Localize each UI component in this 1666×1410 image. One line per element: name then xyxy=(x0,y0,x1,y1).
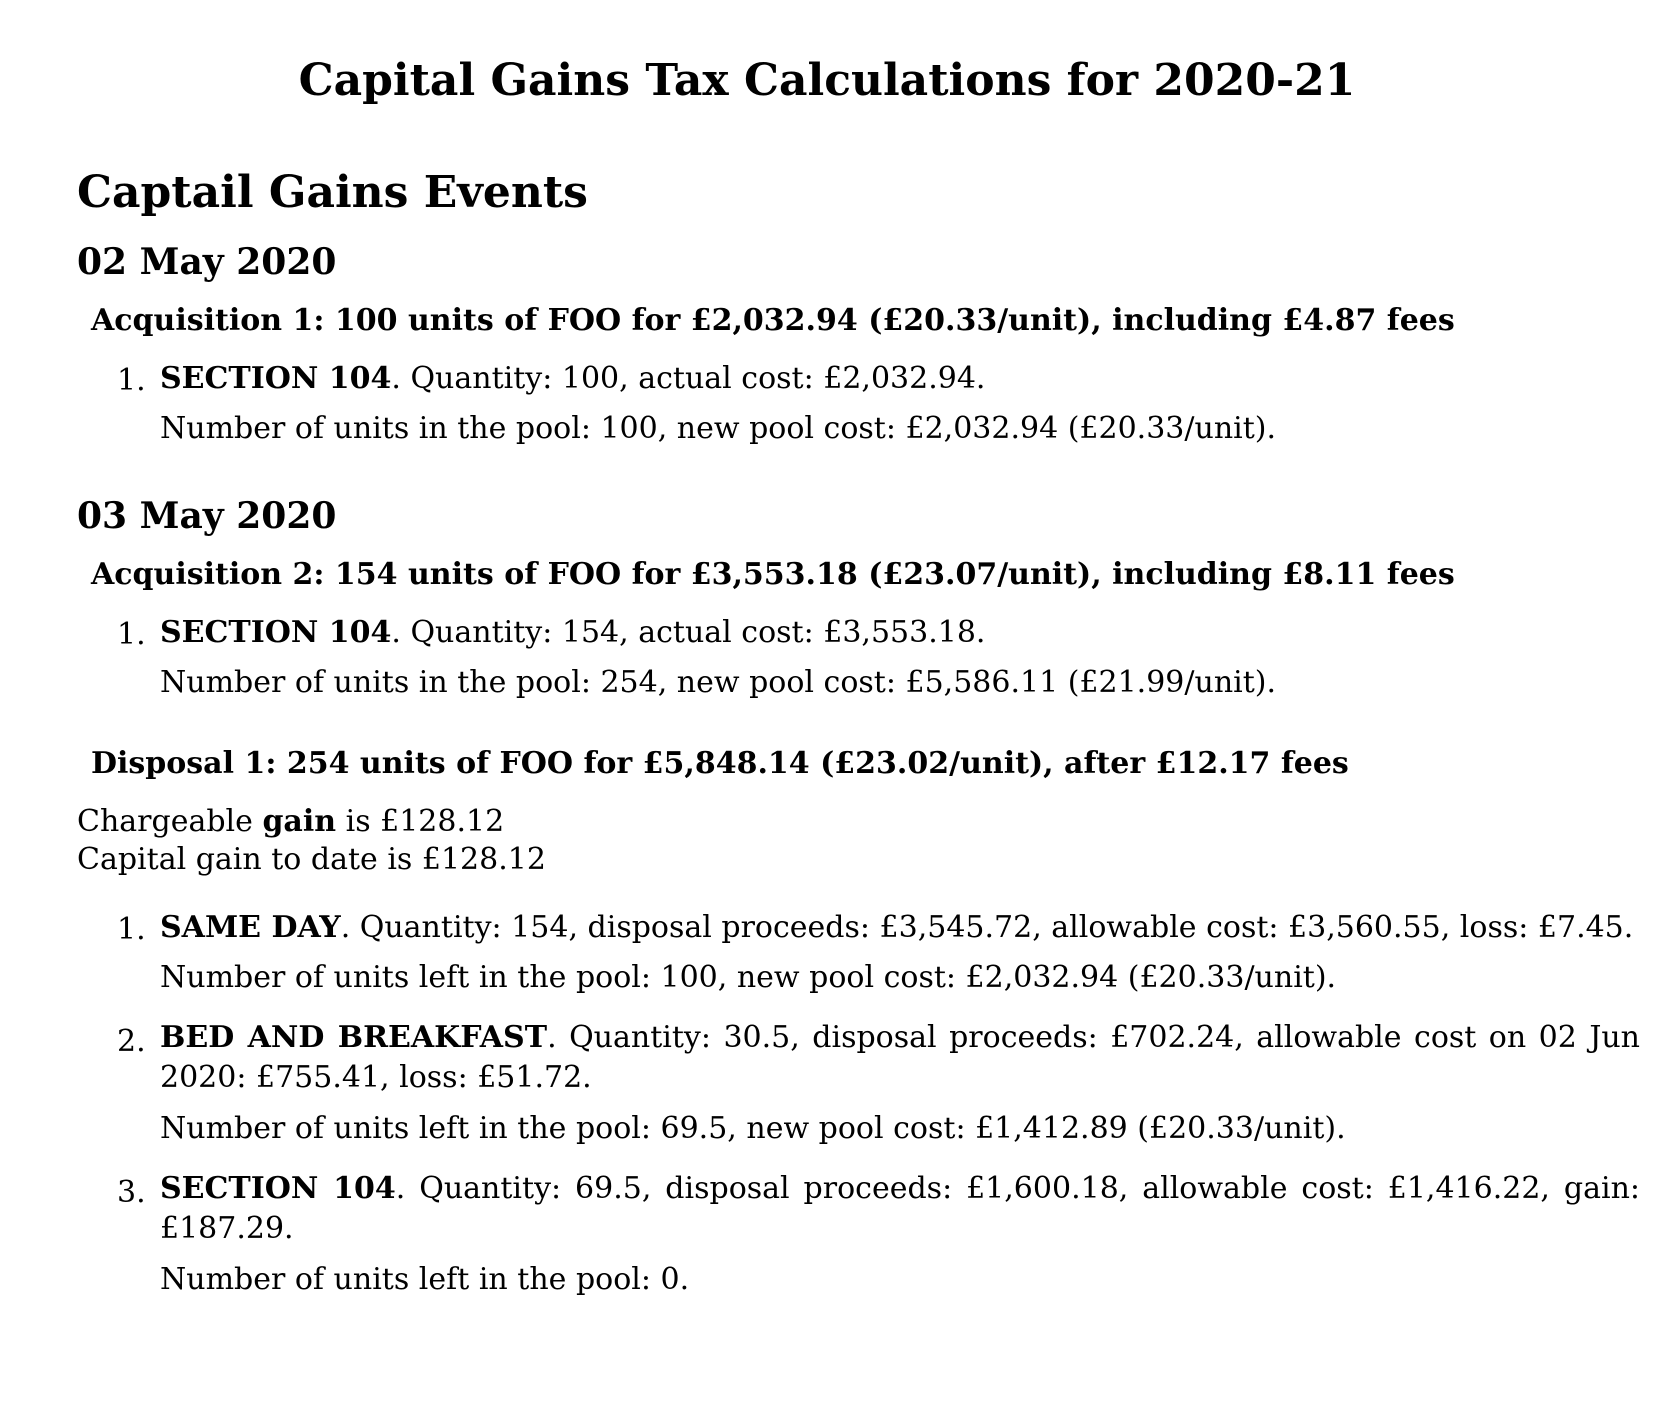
event-heading-disposal-1: Disposal 1: 254 units of FOO for £5,848.… xyxy=(91,746,1349,781)
list-item-rule-line: SECTION 104. Quantity: 69.5, disposal pr… xyxy=(160,1169,1640,1249)
rule-detail: . Quantity: 154, actual cost: £3,553.18. xyxy=(391,615,986,650)
rule-detail: . Quantity: 30.5, disposal proceeds: £70… xyxy=(160,1020,1641,1095)
event-heading-acquisition-2: Acquisition 2: 154 units of FOO for £3,5… xyxy=(91,557,1455,592)
list-item-number: 1. xyxy=(117,617,146,652)
chargeable-gain-line: Chargeable gain is £128.12 xyxy=(77,804,504,839)
pool-status-line: Number of units in the pool: 100, new po… xyxy=(160,411,1277,446)
rule-keyword: SECTION 104 xyxy=(160,361,392,396)
rule-detail: . Quantity: 154, disposal proceeds: £3,5… xyxy=(340,910,1634,945)
list-item-rule-line: SECTION 104. Quantity: 154, actual cost:… xyxy=(160,615,985,650)
event-heading-acquisition-1: Acquisition 1: 100 units of FOO for £2,0… xyxy=(91,303,1455,338)
list-item-rule-line: SECTION 104. Quantity: 100, actual cost:… xyxy=(160,361,985,396)
rule-keyword: BED AND BREAKFAST xyxy=(160,1020,548,1055)
section-title: Captail Gains Events xyxy=(77,167,588,218)
gain-keyword: gain xyxy=(262,804,337,839)
list-item-number: 3. xyxy=(117,1175,146,1210)
pool-status-line: Number of units in the pool: 254, new po… xyxy=(160,665,1277,700)
rule-detail: . Quantity: 69.5, disposal proceeds: £1,… xyxy=(160,1171,1641,1246)
list-item-number: 1. xyxy=(117,363,146,398)
rule-keyword: SECTION 104 xyxy=(160,1171,396,1206)
document-title: Capital Gains Tax Calculations for 2020-… xyxy=(298,55,1356,106)
list-item-number: 1. xyxy=(117,912,146,947)
chargeable-gain-amount: is £128.12 xyxy=(336,804,505,839)
capital-gain-to-date: Capital gain to date is £128.12 xyxy=(77,842,546,877)
rule-detail: . Quantity: 100, actual cost: £2,032.94. xyxy=(391,361,986,396)
rule-keyword: SAME DAY xyxy=(160,910,341,945)
date-heading: 03 May 2020 xyxy=(77,495,337,537)
pool-status-line: Number of units left in the pool: 0. xyxy=(160,1262,690,1297)
list-item-rule-line: BED AND BREAKFAST. Quantity: 30.5, dispo… xyxy=(160,1018,1640,1098)
list-item-number: 2. xyxy=(117,1024,146,1059)
pool-status-line: Number of units left in the pool: 100, n… xyxy=(160,960,1337,995)
list-item-rule-line: SAME DAY. Quantity: 154, disposal procee… xyxy=(160,910,1633,945)
pool-status-line: Number of units left in the pool: 69.5, … xyxy=(160,1111,1346,1146)
date-heading: 02 May 2020 xyxy=(77,241,337,283)
rule-keyword: SECTION 104 xyxy=(160,615,392,650)
chargeable-gain-prefix: Chargeable xyxy=(77,804,263,839)
